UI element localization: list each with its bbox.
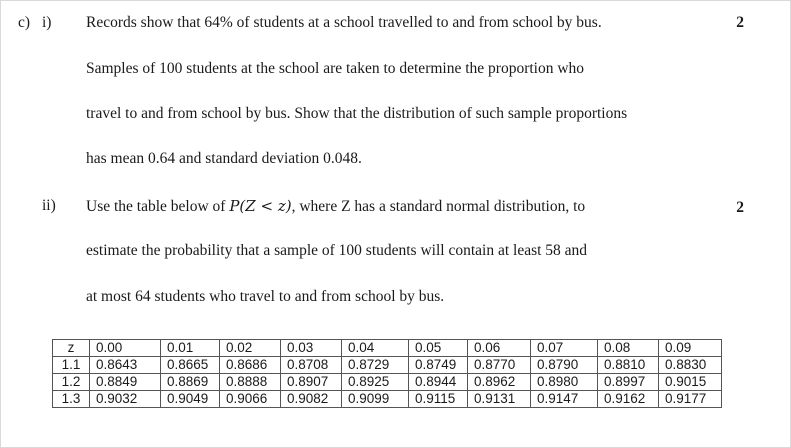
part-c-label: c) — [18, 14, 31, 31]
probability-cell: 0.9015 — [658, 373, 722, 391]
z-value-cell: 1.1 — [52, 356, 90, 374]
part-i-line-3: travel to and from school by bus. Show t… — [86, 105, 628, 122]
part-ii-line-3: at most 64 students who travel to and fr… — [86, 288, 445, 305]
z-value-cell: z — [52, 339, 90, 357]
probability-cell: 0.07 — [530, 339, 598, 357]
probability-cell: 0.8888 — [219, 373, 281, 391]
part-i-line-2: Samples of 100 students at the school ar… — [86, 60, 585, 77]
part-i-marks: 2 — [736, 14, 744, 31]
probability-cell: 0.8770 — [467, 356, 531, 374]
probability-cell: 0.8729 — [341, 356, 409, 374]
part-i-label: i) — [42, 14, 52, 31]
probability-cell: 0.9147 — [530, 390, 598, 408]
probability-expression: P(Z < z) — [229, 197, 292, 215]
part-ii-line-1: Use the table below of P(Z < z), where Z… — [86, 197, 585, 216]
probability-cell: 0.8869 — [160, 373, 220, 391]
probability-cell: 0.8810 — [597, 356, 659, 374]
part-ii-marks: 2 — [736, 199, 744, 216]
part-ii-line-1-post: , where Z has a standard normal distribu… — [291, 198, 586, 215]
probability-cell: 0.8962 — [467, 373, 531, 391]
probability-cell: 0.8944 — [408, 373, 468, 391]
probability-cell: 0.8997 — [597, 373, 659, 391]
part-i-line-1: Records show that 64% of students at a s… — [86, 14, 602, 31]
part-ii-line-1-pre: Use the table below of — [86, 198, 230, 215]
z-table-row: 1.1 0.8643 0.8665 0.8686 0.8708 0.8729 0.8749 0… — [52, 356, 722, 374]
probability-cell: 0.06 — [467, 339, 531, 357]
probability-cell: 0.8907 — [280, 373, 342, 391]
probability-cell: 0.9049 — [160, 390, 220, 408]
probability-cell: 0.02 — [219, 339, 281, 357]
probability-cell: 0.9082 — [280, 390, 342, 408]
z-table-header-row: z 0.00 0.01 0.02 0.03 0.04 0.05 0.06 0.07 0.08 0.0… — [52, 339, 722, 357]
probability-cell: 0.8643 — [89, 356, 161, 374]
z-table-row: 1.3 0.9032 0.9049 0.9066 0.9082 0.9099 0.9115 0… — [52, 390, 722, 408]
probability-cell: 0.05 — [408, 339, 468, 357]
z-table-row: 1.2 0.8849 0.8869 0.8888 0.8907 0.8925 0.8944 0… — [52, 373, 722, 391]
probability-cell: 0.00 — [89, 339, 161, 357]
probability-cell: 0.8686 — [219, 356, 281, 374]
probability-cell: 0.8925 — [341, 373, 409, 391]
probability-cell: 0.04 — [341, 339, 409, 357]
probability-cell: 0.8749 — [408, 356, 468, 374]
probability-cell: 0.03 — [280, 339, 342, 357]
probability-cell: 0.08 — [597, 339, 659, 357]
probability-cell: 0.9099 — [341, 390, 409, 408]
z-value-cell: 1.2 — [52, 373, 90, 391]
probability-cell: 0.01 — [160, 339, 220, 357]
probability-cell: 0.9115 — [408, 390, 468, 408]
z-table: z 0.00 0.01 0.02 0.03 0.04 0.05 0.06 0.07 0.08 0.0… — [52, 339, 722, 408]
part-ii-label: ii) — [42, 197, 56, 214]
z-table-body: z 0.00 0.01 0.02 0.03 0.04 0.05 0.06 0.07 0.08 0.0… — [52, 339, 722, 408]
probability-cell: 0.8790 — [530, 356, 598, 374]
probability-cell: 0.9066 — [219, 390, 281, 408]
probability-cell: 0.8708 — [280, 356, 342, 374]
probability-cell: 0.9162 — [597, 390, 659, 408]
probability-cell: 0.9177 — [658, 390, 722, 408]
part-i-line-4: has mean 0.64 and standard deviation 0.0… — [86, 150, 362, 167]
probability-cell: 0.8830 — [658, 356, 722, 374]
probability-cell: 0.8849 — [89, 373, 161, 391]
part-ii-line-2: estimate the probability that a sample o… — [86, 242, 588, 259]
probability-cell: 0.8980 — [530, 373, 598, 391]
probability-cell: 0.9032 — [89, 390, 161, 408]
z-value-cell: 1.3 — [52, 390, 90, 408]
probability-cell: 0.8665 — [160, 356, 220, 374]
probability-cell: 0.09 — [658, 339, 722, 357]
probability-cell: 0.9131 — [467, 390, 531, 408]
